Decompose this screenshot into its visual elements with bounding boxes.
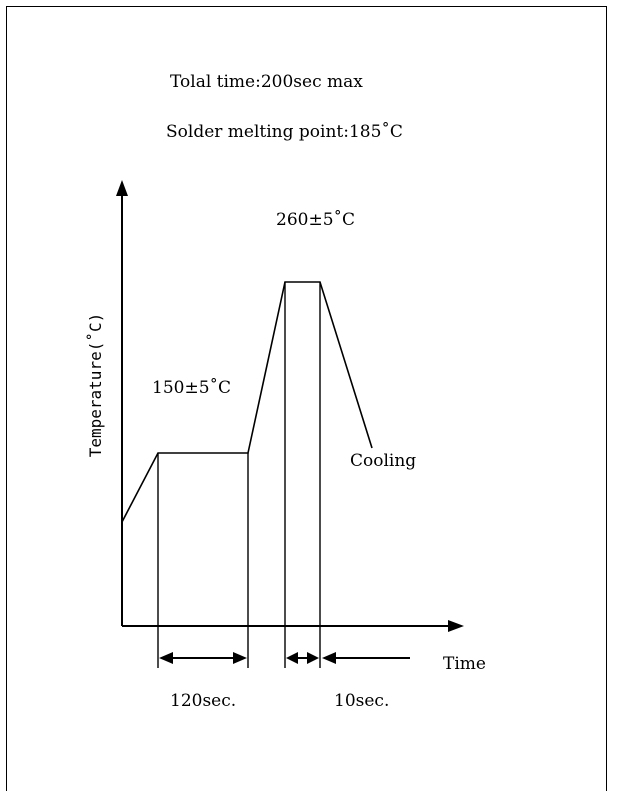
x-axis-label: Time bbox=[443, 654, 486, 674]
temperature-profile-line bbox=[121, 281, 373, 523]
soak-duration-label: 120sec. bbox=[170, 691, 236, 711]
diagram-frame bbox=[6, 6, 607, 791]
peak-duration-label: 10sec. bbox=[334, 691, 389, 711]
peak-temp-label: 260±5˚C bbox=[276, 210, 355, 230]
x-axis-arrowhead bbox=[448, 620, 464, 632]
cooling-label: Cooling bbox=[350, 451, 416, 471]
soak-temp-label: 150±5˚C bbox=[152, 378, 231, 398]
peak-arrow-left-head bbox=[286, 652, 298, 664]
peak-arrow-right-head bbox=[307, 652, 319, 664]
ten-sec-arrow-head bbox=[322, 652, 336, 664]
soak-arrow-left-head bbox=[159, 652, 173, 664]
y-axis-arrowhead bbox=[116, 180, 128, 196]
soak-arrow-right-head bbox=[233, 652, 247, 664]
total-time-note: Tolal time:200sec max bbox=[170, 72, 363, 92]
melting-point-note: Solder melting point:185˚C bbox=[166, 122, 403, 142]
y-axis-label: Temperature(˚C) bbox=[86, 313, 105, 458]
